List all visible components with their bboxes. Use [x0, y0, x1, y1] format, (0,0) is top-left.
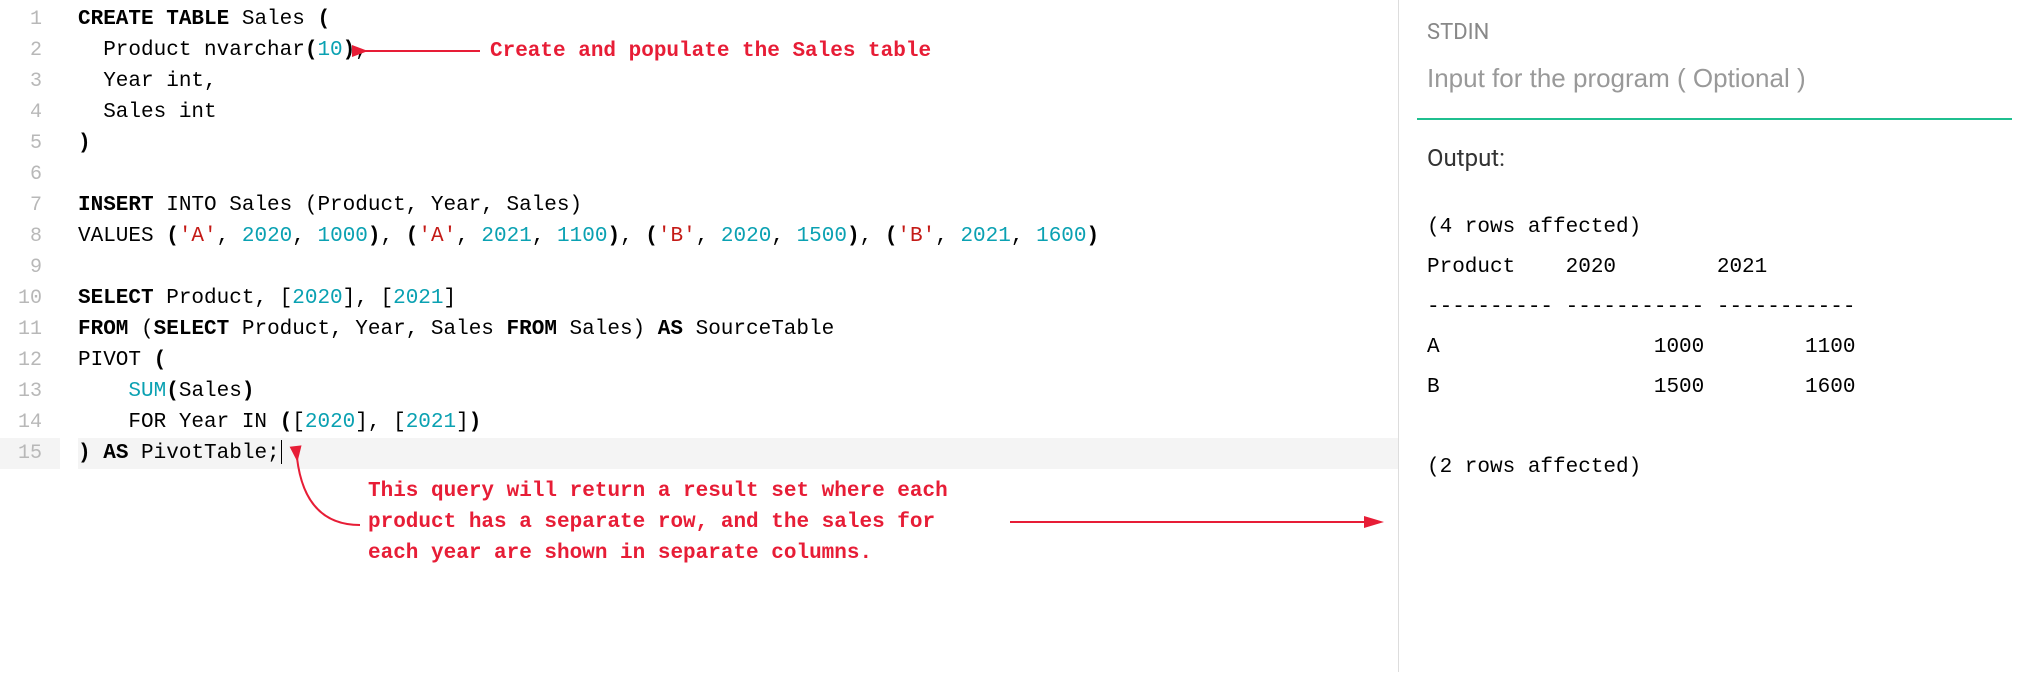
code-line[interactable]: SELECT Product, [2020], [2021]	[78, 283, 1398, 314]
annotation-text-top: Create and populate the Sales table	[490, 36, 931, 67]
annotation-text-bottom: This query will return a result set wher…	[368, 476, 948, 569]
code-line[interactable]: VALUES ('A', 2020, 1000), ('A', 2021, 11…	[78, 221, 1398, 252]
stdin-label: STDIN	[1427, 20, 2002, 45]
line-number: 7	[0, 190, 60, 221]
line-number: 1	[0, 4, 60, 35]
code-line[interactable]: FROM (SELECT Product, Year, Sales FROM S…	[78, 314, 1398, 345]
io-pane: STDIN Output: (4 rows affected) Product …	[1398, 0, 2030, 672]
code-line[interactable]: SUM(Sales)	[78, 376, 1398, 407]
code-line[interactable]: PIVOT (	[78, 345, 1398, 376]
output-text: (4 rows affected) Product 2020 2021 ----…	[1427, 208, 2002, 488]
line-number: 6	[0, 159, 60, 190]
stdin-input[interactable]	[1427, 59, 2002, 118]
code-line[interactable]	[78, 159, 1398, 190]
code-area[interactable]: CREATE TABLE Sales ( Product nvarchar(10…	[60, 4, 1398, 469]
line-number: 13	[0, 376, 60, 407]
app-root: 123456789101112131415 CREATE TABLE Sales…	[0, 0, 2030, 672]
code-editor-pane: 123456789101112131415 CREATE TABLE Sales…	[0, 0, 1398, 672]
code-line[interactable]: Sales int	[78, 97, 1398, 128]
line-number: 12	[0, 345, 60, 376]
code-line[interactable]: CREATE TABLE Sales (	[78, 4, 1398, 35]
line-number: 14	[0, 407, 60, 438]
code-line[interactable]: FOR Year IN ([2020], [2021])	[78, 407, 1398, 438]
line-number: 5	[0, 128, 60, 159]
output-block: Output: (4 rows affected) Product 2020 2…	[1399, 120, 2030, 672]
stdin-block: STDIN	[1399, 0, 2030, 118]
line-number: 11	[0, 314, 60, 345]
code-line[interactable]: Year int,	[78, 66, 1398, 97]
line-number: 4	[0, 97, 60, 128]
code-line[interactable]	[78, 252, 1398, 283]
line-number: 8	[0, 221, 60, 252]
line-number: 15	[0, 438, 60, 469]
code-line[interactable]: )	[78, 128, 1398, 159]
line-number-gutter: 123456789101112131415	[0, 0, 60, 469]
code-line[interactable]: ) AS PivotTable;	[78, 438, 1398, 469]
text-cursor	[281, 440, 282, 464]
line-number: 2	[0, 35, 60, 66]
code-line[interactable]: INSERT INTO Sales (Product, Year, Sales)	[78, 190, 1398, 221]
output-label: Output:	[1427, 144, 2002, 172]
line-number: 9	[0, 252, 60, 283]
line-number: 3	[0, 66, 60, 97]
line-number: 10	[0, 283, 60, 314]
